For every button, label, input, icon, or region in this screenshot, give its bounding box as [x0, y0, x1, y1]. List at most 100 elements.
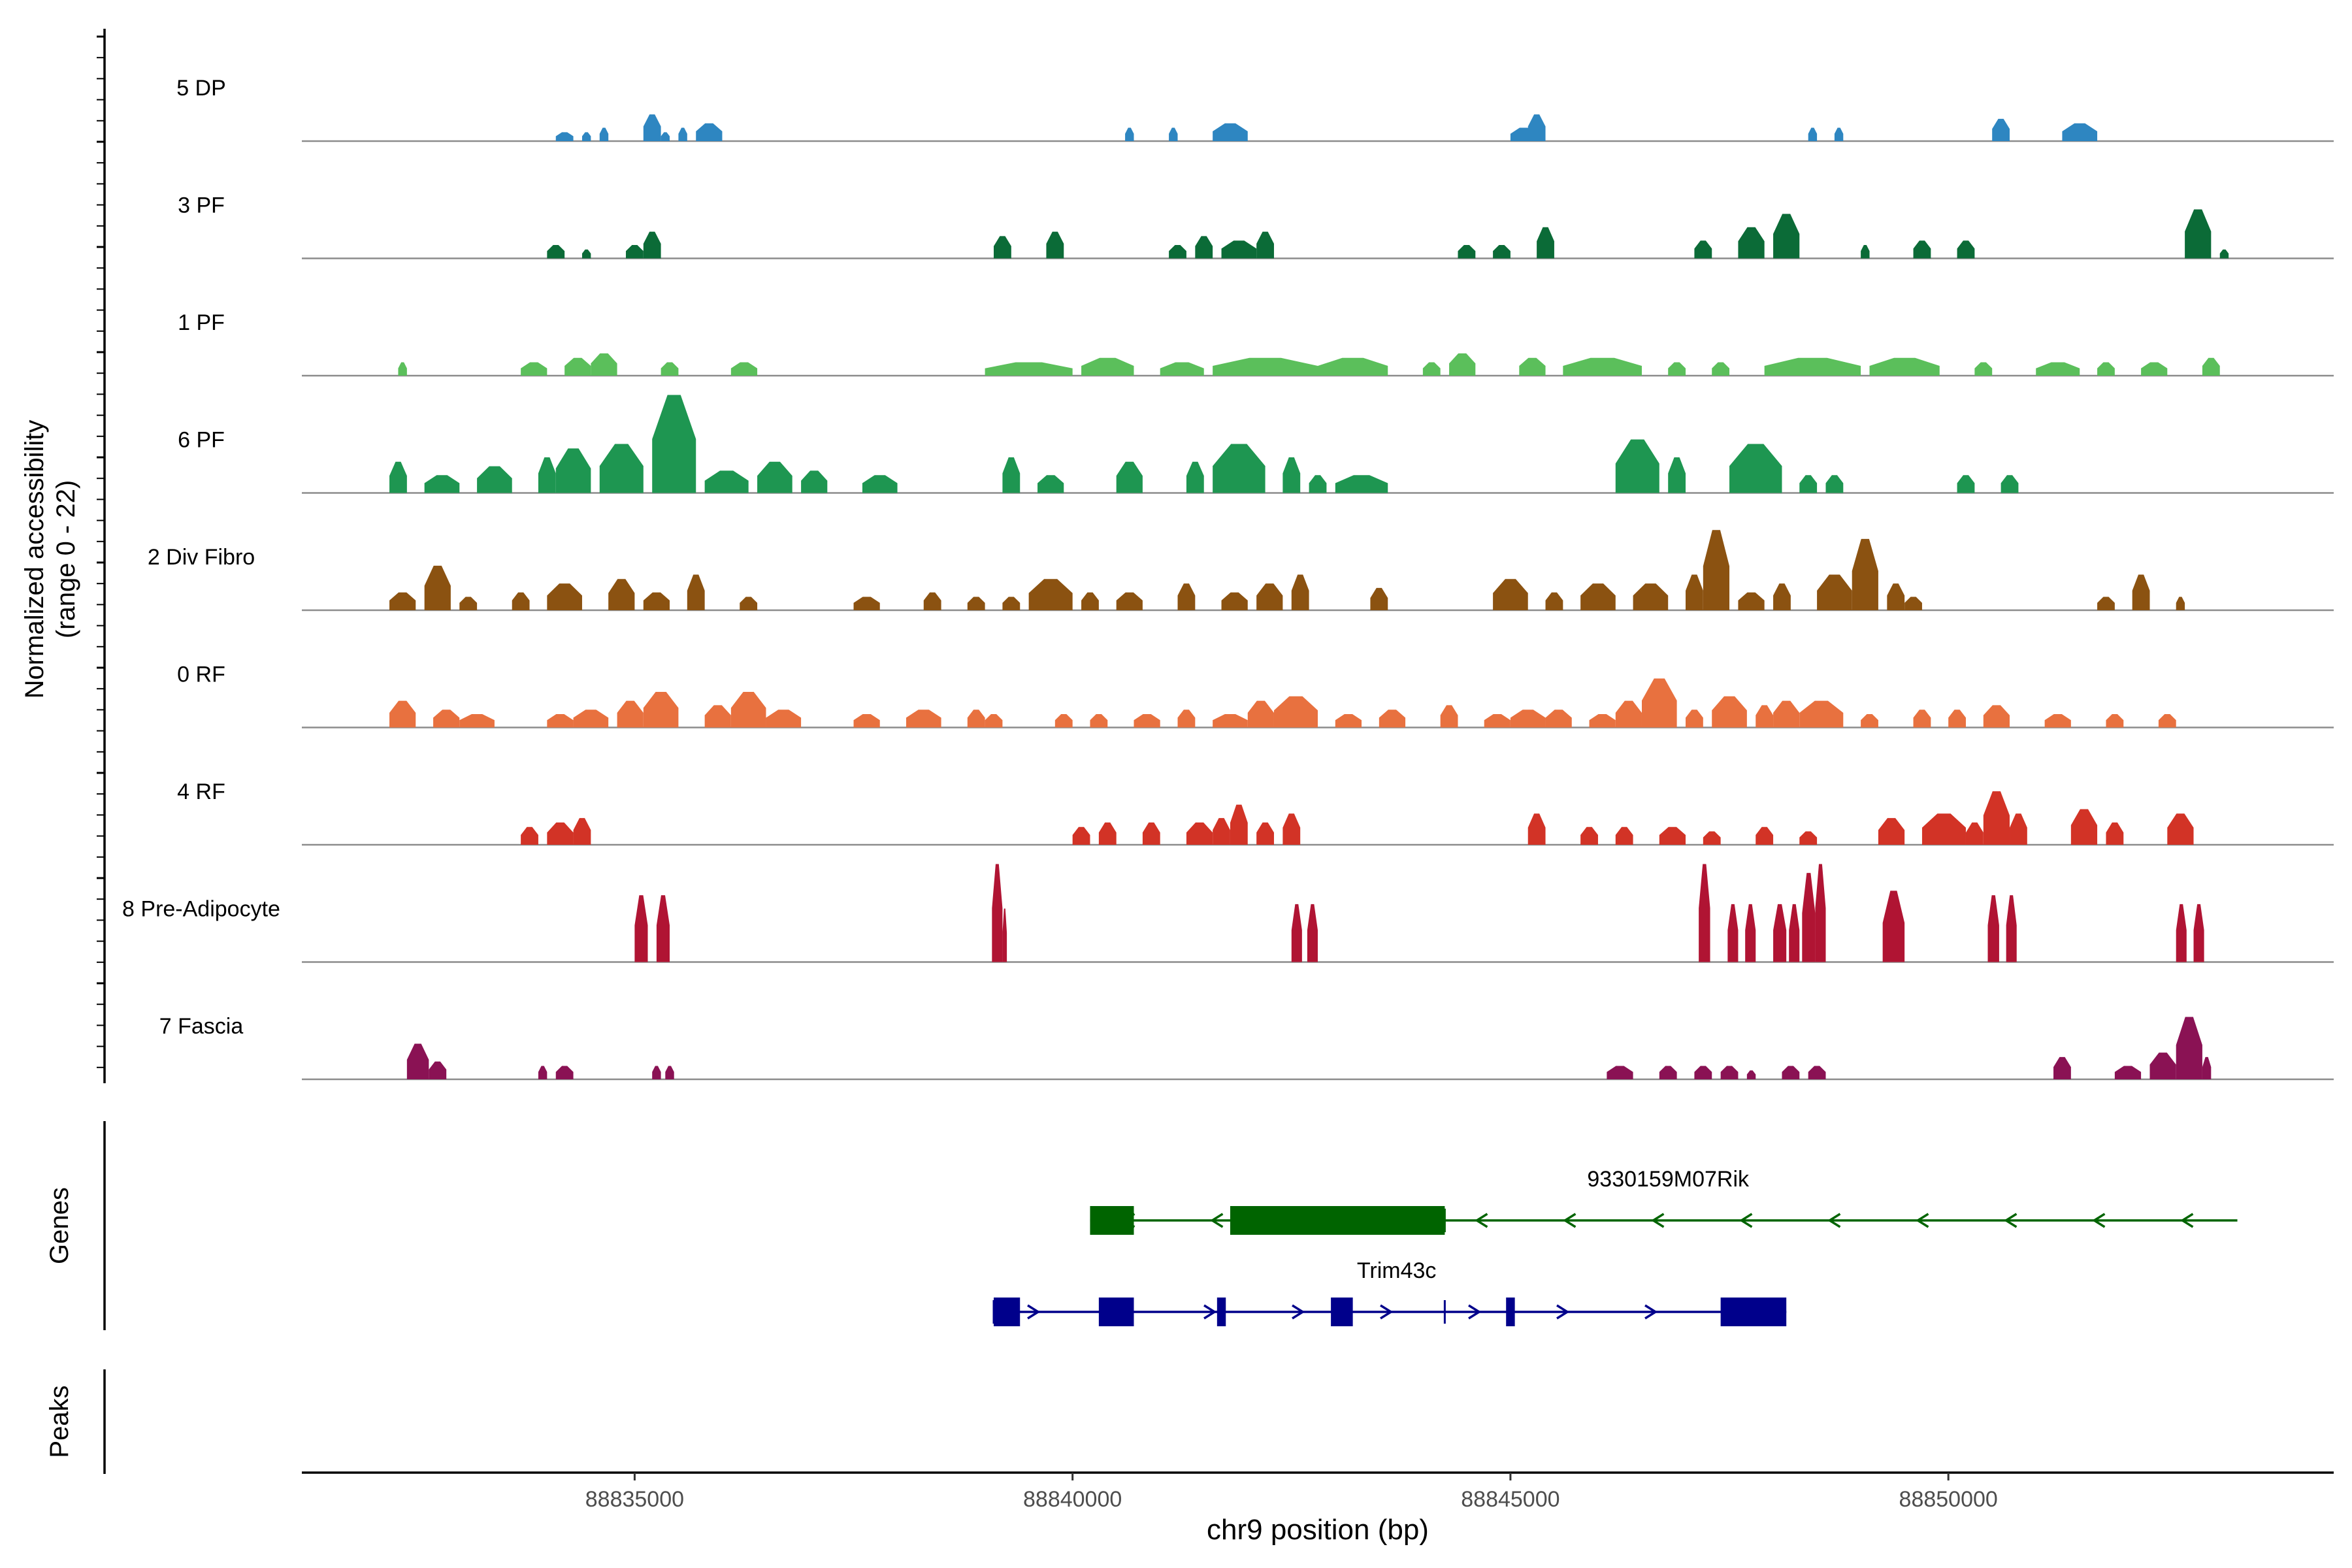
coverage-peak [2176, 904, 2187, 962]
coverage-peak [1037, 475, 1064, 493]
strand-arrow [1203, 1304, 1217, 1320]
coverage-peak [1256, 231, 1274, 259]
strand-arrow [1468, 1304, 1482, 1320]
coverage-peak [2114, 1066, 2142, 1079]
coverage-peak [1221, 592, 1248, 610]
track-label: 8 Pre-Adipocyte [122, 897, 280, 922]
coverage-peak [1213, 357, 1318, 376]
coverage-peak [573, 818, 591, 845]
coverage-peak [1712, 696, 1747, 728]
coverage-peak [1125, 127, 1134, 141]
gene-exon [1331, 1298, 1353, 1326]
coverage-peak [1291, 574, 1309, 610]
coverage-peak [1273, 696, 1318, 728]
coverage-peak [985, 714, 1003, 728]
coverage-peak [2097, 596, 2115, 610]
track-6: 0 RF [177, 662, 2334, 728]
coverage-peak [1694, 240, 1712, 259]
coverage-peak [1878, 818, 1905, 845]
coverage-peak [521, 362, 547, 376]
coverage-peak [2006, 895, 2017, 962]
strand-arrow [1644, 1304, 1658, 1320]
coverage-peak [1882, 890, 1905, 962]
coverage-peak [643, 592, 670, 610]
coverage-peak [1861, 714, 1878, 728]
coverage-peak [2106, 714, 2124, 728]
coverage-peak [599, 444, 644, 493]
y-axis-range-label: (range 0 - 22) [52, 480, 80, 638]
strand-arrow [1027, 1304, 1041, 1320]
coverage-peak [992, 864, 1003, 962]
gene-exon [994, 1298, 1021, 1326]
coverage-peak [1808, 127, 1818, 141]
coverage-peak [1773, 583, 1791, 610]
strand-arrow [2004, 1213, 2017, 1228]
coverage-peak [389, 461, 407, 493]
coverage-peak [2149, 1053, 2176, 1079]
coverage-peak [643, 691, 679, 728]
coverage-peak [2053, 1056, 2071, 1079]
coverage-peak [2176, 1017, 2202, 1079]
coverage-peak [1545, 710, 1572, 728]
coverage-peak [424, 475, 460, 493]
coverage-peak [2106, 822, 2124, 845]
coverage-peak [730, 691, 766, 728]
coverage-peak [398, 362, 407, 376]
gene-exon [1098, 1298, 1134, 1326]
coverage-peak [581, 132, 591, 141]
coverage-peak [1221, 240, 1257, 259]
gene-exon [1230, 1206, 1445, 1235]
strand-arrow [1556, 1304, 1570, 1320]
peaks-panel-label: Peaks [45, 1385, 74, 1458]
coverage-peak [1449, 353, 1476, 376]
strand-arrow [1651, 1213, 1665, 1228]
coverage-peak [424, 565, 451, 610]
coverage-peak [923, 592, 941, 610]
gene-exon [1090, 1206, 1134, 1235]
coverage-peak [1309, 475, 1327, 493]
coverage-peak [1887, 583, 1905, 610]
coverage-peak [406, 1043, 429, 1079]
coverage-peak [1537, 227, 1554, 259]
x-tick-label: 88845000 [1461, 1487, 1560, 1512]
coverage-peak [704, 470, 749, 493]
coverage-peak [1186, 461, 1204, 493]
strand-arrow [1827, 1213, 1841, 1228]
strand-arrow [1739, 1213, 1753, 1228]
coverage-peak [1282, 457, 1301, 493]
coverage-peak [1745, 904, 1756, 962]
coverage-peak [555, 132, 574, 141]
coverage-peak [1694, 1066, 1712, 1079]
coverage-peak [1799, 475, 1818, 493]
coverage-peak [1668, 362, 1686, 376]
strand-arrow [1563, 1213, 1576, 1228]
coverage-peak [538, 1066, 547, 1079]
coverage-peak [1703, 530, 1730, 610]
coverage-peak [1081, 592, 1099, 610]
coverage-peak [1335, 475, 1388, 493]
coverage-peak [2001, 475, 2019, 493]
coverage-peak [538, 457, 556, 493]
coverage-peak [1177, 583, 1196, 610]
coverage-peak [652, 1066, 661, 1079]
coverage-peak [2132, 574, 2150, 610]
coverage-peak [1527, 813, 1546, 845]
coverage-peak [1729, 444, 1782, 493]
coverage-peak [1686, 710, 1703, 728]
x-tick-label: 88840000 [1023, 1487, 1122, 1512]
coverage-peak [704, 705, 731, 728]
coverage-peak [1028, 579, 1073, 610]
coverage-peak [1615, 700, 1642, 728]
gene-exon [1720, 1298, 1787, 1326]
coverage-peak [1957, 240, 1975, 259]
coverage-peak [1983, 791, 2010, 845]
coverage-peak [1756, 826, 1774, 845]
coverage-peak [1773, 904, 1787, 962]
coverage-peak [696, 123, 723, 141]
x-axis-label: chr9 position (bp) [1207, 1514, 1429, 1546]
coverage-peak [1256, 822, 1274, 845]
coverage-peak [2097, 362, 2115, 376]
gene-9330159M07Rik: 9330159M07Rik [1090, 1167, 2238, 1235]
coverage-peak [740, 596, 758, 610]
coverage-peak [1160, 362, 1204, 376]
